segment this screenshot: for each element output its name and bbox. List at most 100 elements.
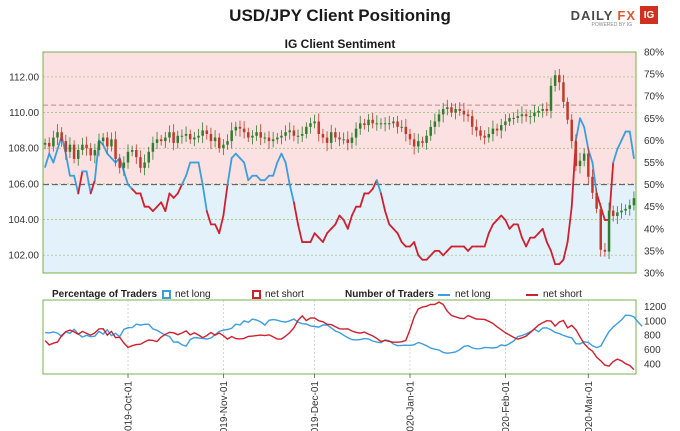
candle-body: [276, 137, 279, 140]
candle-body: [616, 212, 619, 216]
candle-body: [93, 150, 97, 156]
count-tick-label: 1200: [644, 302, 667, 313]
sentiment-line-segment: [550, 249, 557, 266]
candle-body: [155, 139, 159, 143]
candle-body: [541, 109, 544, 111]
sentiment-line-segment: [342, 219, 349, 230]
candle-body: [259, 132, 262, 138]
sentiment-line-segment: [375, 179, 382, 195]
logo-fx-text: FX: [617, 7, 636, 23]
candle-body: [570, 119, 573, 142]
candle-body: [404, 126, 408, 134]
candle-body: [371, 119, 374, 124]
sentiment-line-segment: [151, 205, 158, 213]
candle-body: [292, 130, 296, 136]
sentiment-line-segment: [214, 223, 221, 235]
ig-logo-icon: IG: [640, 6, 658, 24]
candle-body: [454, 109, 457, 113]
x-tick-label: 2019-Nov-01: [219, 381, 230, 431]
sentiment-line-segment: [400, 241, 407, 248]
candle-body: [201, 130, 204, 136]
candle-body: [101, 137, 105, 142]
candle-body: [587, 153, 590, 177]
legend-num-long-line: [438, 293, 450, 296]
sentiment-line-segment: [508, 223, 515, 230]
sentiment-line-segment: [396, 232, 403, 243]
candle-body: [346, 139, 350, 143]
candle-body: [470, 116, 474, 127]
candle-body: [334, 132, 337, 138]
count-tick-label: 400: [644, 359, 661, 370]
candle-body: [172, 132, 175, 143]
sentiment-line-segment: [388, 223, 395, 230]
percent-tick-label: 65%: [644, 114, 664, 125]
sentiment-line-segment: [284, 161, 291, 186]
sentiment-line-segment: [297, 223, 304, 243]
candle-body: [628, 205, 632, 209]
candle-body: [512, 117, 515, 119]
candle-body: [110, 139, 113, 147]
candle-body: [251, 135, 254, 138]
sentiment-line-segment: [185, 161, 192, 177]
sentiment-line-segment: [218, 214, 225, 235]
candle-body: [379, 123, 383, 125]
candle-body: [437, 114, 441, 122]
sentiment-line-segment: [616, 139, 623, 151]
net-short-zone: [43, 52, 636, 185]
candle-body: [599, 208, 602, 250]
count-tick-label: 800: [644, 331, 661, 342]
candle-body: [533, 112, 536, 117]
candle-body: [520, 114, 524, 117]
x-tick-label: 2019-Dec-01: [310, 381, 321, 431]
candle-body: [52, 137, 55, 147]
candle-body: [43, 142, 47, 145]
sentiment-line-segment: [442, 249, 449, 257]
sentiment-line-segment: [612, 148, 619, 164]
candle-body: [300, 133, 304, 136]
sentiment-line-segment: [413, 241, 420, 257]
candle-body: [508, 117, 511, 122]
sentiment-line-segment: [487, 223, 494, 235]
sentiment-line-segment: [359, 192, 366, 208]
candle-body: [205, 130, 209, 134]
sentiment-line-segment: [483, 232, 490, 248]
legend-number-label: Number of Traders: [345, 289, 434, 300]
candle-body: [458, 109, 462, 111]
sentiment-line-segment: [77, 170, 84, 195]
price-tick-label: 106.00: [8, 179, 39, 190]
candle-body: [151, 142, 155, 152]
dailyfx-logo: DAILY FX IG: [571, 6, 658, 24]
percent-tick-label: 35%: [644, 246, 664, 257]
sentiment-line-segment: [545, 241, 552, 252]
candle-body: [296, 135, 300, 137]
sentiment-line-segment: [272, 161, 279, 177]
sentiment-line-segment: [176, 183, 183, 195]
sentiment-line-segment: [247, 174, 254, 182]
candle-body: [234, 126, 238, 131]
candle-body: [230, 130, 233, 142]
candle-body: [72, 144, 76, 159]
legend-net-long-pct: net long: [162, 289, 211, 300]
candle-body: [47, 142, 51, 147]
price-tick-label: 110.00: [9, 108, 39, 119]
candle-body: [342, 139, 345, 141]
candle-body: [574, 141, 578, 167]
candle-body: [309, 123, 312, 127]
sentiment-line-segment: [334, 214, 341, 226]
candle-body: [620, 210, 623, 213]
candle-body: [188, 133, 192, 140]
candle-body: [135, 150, 138, 158]
candle-body: [516, 116, 520, 118]
sentiment-line-segment: [64, 152, 71, 177]
sentiment-line-segment: [380, 192, 387, 213]
candle-body: [126, 151, 130, 163]
sentiment-line-segment: [516, 223, 523, 239]
sentiment-line-segment: [438, 249, 445, 257]
legend-short-swatch: [252, 290, 261, 299]
candle-body: [388, 123, 391, 125]
sentiment-line-segment: [446, 245, 453, 252]
candle-body: [56, 132, 59, 138]
logo-subtext: POWERED BY IG: [591, 22, 632, 28]
price-tick-label: 104.00: [8, 215, 39, 226]
